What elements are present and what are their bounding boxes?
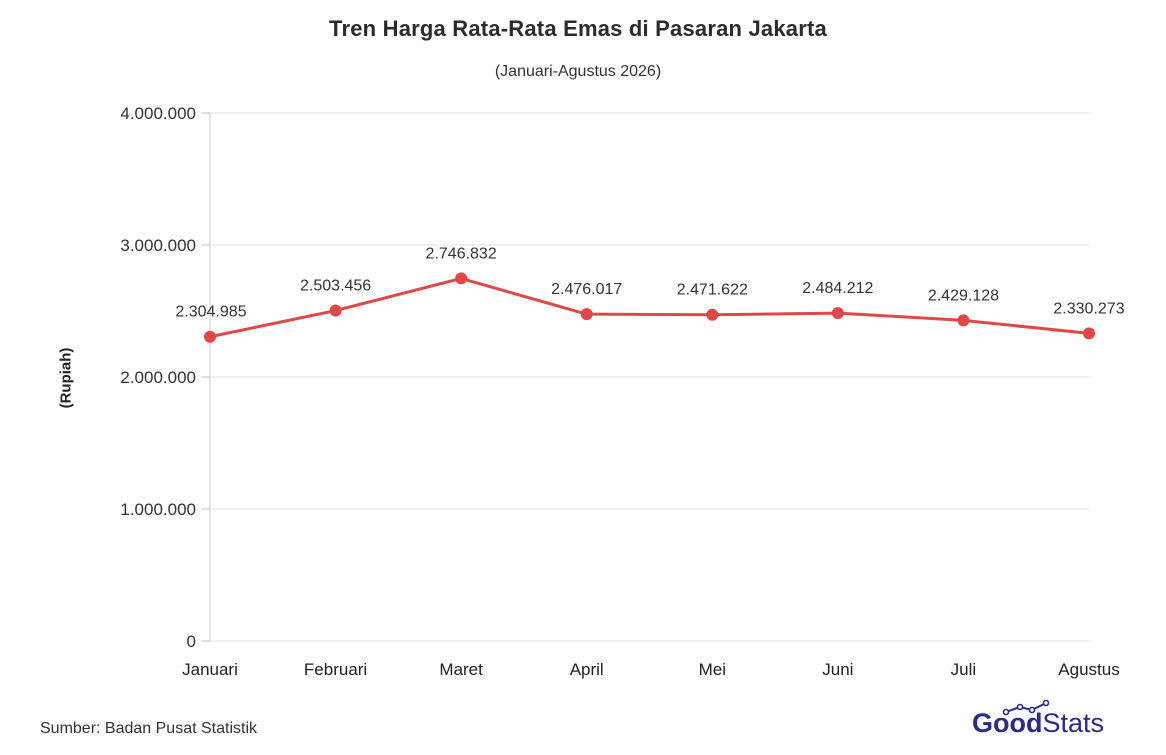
x-tick-label: Juli [951,660,977,679]
data-label: 2.476.017 [551,281,622,298]
y-tick-label: 4.000.000 [120,104,196,123]
logo-stats-text: Stats [1042,708,1105,738]
y-tick-label: 0 [187,632,196,651]
x-tick-label: Agustus [1058,660,1119,679]
x-tick-labels: Januari Februari Maret April Mei Juni Juli Agus… [182,660,1120,679]
data-label: 2.503.456 [300,278,371,295]
series-line-path [209,276,1090,339]
data-labels: 2.304.985 2.503.456 2.746.832 2.476.017 2.47… [175,245,1124,320]
data-point [580,308,593,321]
axes [202,112,211,642]
data-point [957,314,970,327]
x-tick-label: Maret [439,660,483,679]
trend-icon [1002,700,1050,716]
line-chart: 0 1.000.000 2.000.000 3.000.000 4.000.000 Ja… [120,104,1124,679]
chart-subtitle: (Januari-Agustus 2026) [494,63,662,80]
grid-lines [210,112,1090,642]
data-label: 2.330.273 [1053,300,1124,317]
series-line [209,276,1090,339]
y-tick-label: 3.000.000 [120,236,196,255]
data-point [831,307,844,320]
x-tick-label: April [570,660,604,679]
x-tick-label: Februari [304,660,367,679]
y-tick-labels: 0 1.000.000 2.000.000 3.000.000 4.000.000 [120,104,196,651]
data-point [204,330,216,343]
x-tick-label: Juni [822,660,853,679]
x-tick-label: Mei [699,660,726,679]
y-tick-label: 1.000.000 [120,500,196,519]
data-label: 2.484.212 [802,280,873,297]
source-note: Sumber: Badan Pusat Statistik [40,720,257,737]
series-points [204,272,1095,343]
data-label: 2.429.128 [928,287,999,304]
chart-title: Tren Harga Rata-Rata Emas di Pasaran Jak… [329,16,827,41]
data-point [1083,327,1095,340]
data-label: 2.746.832 [426,245,497,262]
data-point [706,308,719,321]
data-label: 2.304.985 [175,304,246,321]
x-tick-label: Januari [182,660,238,679]
data-point [455,272,468,285]
data-point [329,304,342,317]
y-tick-label: 2.000.000 [120,368,196,387]
goodstats-logo: GoodStats [972,700,1105,740]
y-axis-label: (Rupiah) [57,347,75,409]
data-label: 2.471.622 [677,282,748,299]
